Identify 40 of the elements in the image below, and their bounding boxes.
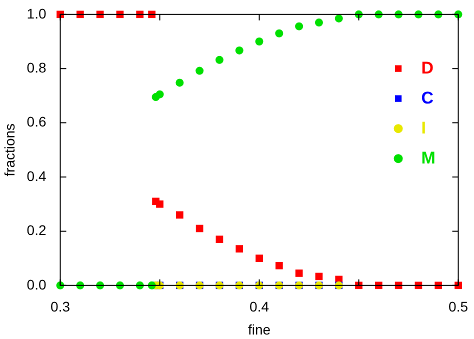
point [156,90,164,98]
point [295,22,304,30]
legend-label: I [421,118,426,138]
y-tick-label: 0.4 [26,168,46,184]
point [275,262,283,270]
point [235,46,244,54]
point [176,78,184,87]
x-tick-label: 0.3 [50,298,70,315]
y-tick-label: 1.0 [26,5,46,22]
point [148,10,156,18]
point [434,282,442,290]
y-tick-label: 0.0 [26,276,46,292]
x-tick-label: 0.4 [250,298,270,315]
point [196,66,204,75]
y-tick-label: 0.2 [26,222,46,238]
point [314,18,323,27]
point [216,236,224,244]
point [156,200,164,208]
x-axis-title: fine [248,321,271,338]
point [76,10,84,18]
point [136,10,144,18]
point [334,14,343,22]
point [196,224,204,232]
point [275,29,284,38]
legend-label: C [421,88,434,108]
point [176,211,184,219]
point [315,272,323,280]
point [215,56,224,64]
point [236,245,244,252]
point [374,282,382,290]
legend-label: D [421,58,434,78]
point [56,10,64,18]
point [295,270,303,277]
y-tick-label: 0.8 [26,59,46,76]
y-tick-label: 0.6 [26,114,46,130]
x-tick-label: 0.5 [448,298,468,315]
legend-label: M [421,148,436,168]
point [256,254,263,262]
point [255,38,264,46]
y-axis-title: fractions [1,123,18,176]
